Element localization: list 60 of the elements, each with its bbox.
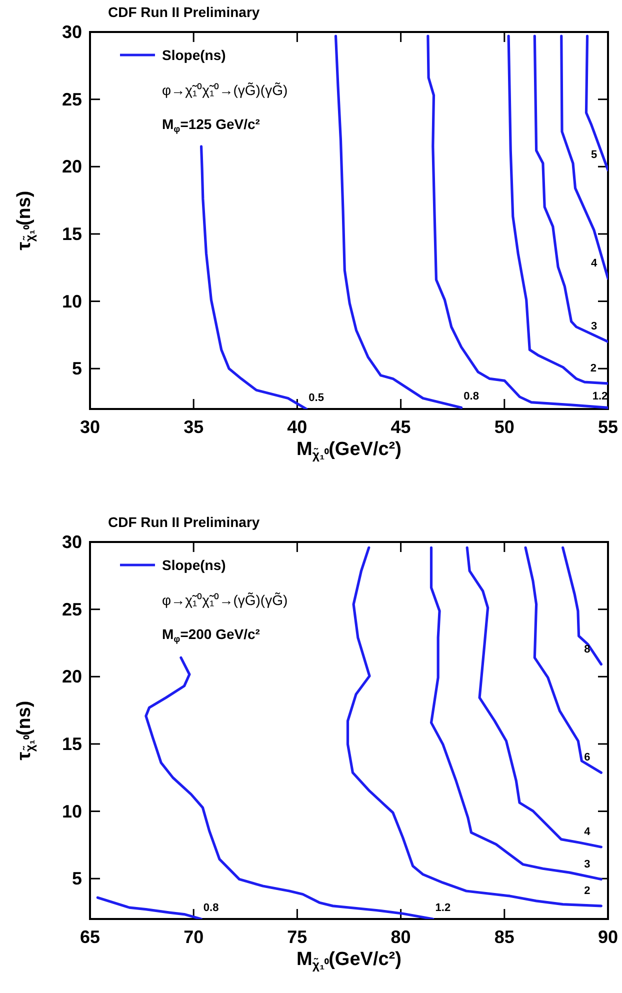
series-label: 6 (584, 752, 590, 764)
x-tick-label: 70 (184, 927, 204, 947)
x-tick-label: 50 (494, 417, 514, 437)
x-axis-title: M$_{χ̃₁⁰}$(GeV/c²) (296, 949, 402, 972)
series-label: 0.5 (308, 392, 324, 404)
x-tick-label: 65 (80, 927, 100, 947)
annotation: M$_{φ}$=200 GeV/c² (162, 626, 260, 644)
annotation: M$_{φ}$=125 GeV/c² (162, 116, 260, 134)
line-series (96, 896, 202, 919)
series-label: 3 (590, 320, 598, 333)
line-series (533, 34, 608, 343)
y-tick-label: 10 (62, 291, 82, 312)
y-tick-label: 5 (72, 358, 82, 379)
x-tick-label: 80 (390, 927, 411, 947)
y-tick-label: 30 (62, 22, 82, 42)
x-tick-label: 75 (287, 927, 308, 947)
series-label: 2 (590, 362, 596, 374)
series-label: 4 (590, 257, 598, 270)
line-series (430, 546, 602, 881)
series-label: 8 (584, 643, 590, 656)
annotation: φ→χ̃₁⁰χ̃₁⁰→(γG̃)(γG̃) (162, 592, 288, 608)
x-tick-label: 55 (598, 417, 618, 437)
y-tick-label: 20 (62, 666, 82, 687)
line-series (562, 546, 602, 666)
y-tick-label: 5 (72, 868, 82, 889)
series-label: 0.8 (203, 902, 219, 914)
line-series (200, 145, 308, 409)
y-tick-label: 15 (62, 734, 82, 754)
x-tick-label: 85 (494, 927, 514, 947)
x-tick-label: 40 (287, 417, 308, 437)
line-series (334, 34, 463, 409)
line-series (507, 34, 608, 385)
x-tick-label: 90 (598, 927, 618, 947)
y-tick-label: 25 (62, 599, 82, 620)
series-label: 3 (584, 858, 590, 870)
annotation: φ→χ̃₁⁰χ̃₁⁰→(γG̃)(γG̃) (162, 82, 288, 98)
legend-title: Slope(ns) (162, 47, 226, 63)
series-label: 4 (584, 826, 592, 838)
x-tick-label: 35 (184, 417, 204, 437)
chart-title: CDF Run II Preliminary (108, 4, 260, 20)
line-series (560, 34, 608, 280)
y-tick-label: 25 (62, 89, 82, 110)
line-series (144, 656, 434, 919)
series-label: 0.8 (464, 390, 479, 403)
y-tick-label: 15 (62, 224, 82, 244)
x-axis-title: M$_{χ̃₁⁰}$(GeV/c²) (296, 439, 402, 462)
x-tick-label: 45 (390, 417, 411, 437)
line-series (466, 546, 602, 848)
series-label: 1.2 (592, 390, 608, 403)
legend-title: Slope(ns) (162, 557, 226, 573)
y-tick-label: 10 (62, 801, 82, 822)
chart-title: CDF Run II Preliminary (108, 514, 260, 530)
line-series (524, 546, 602, 774)
line-series (426, 34, 608, 409)
y-tick-label: 30 (62, 532, 82, 552)
line-series (584, 34, 608, 172)
series-label: 5 (590, 149, 598, 162)
series-label: 1.2 (435, 902, 451, 914)
y-tick-label: 20 (62, 156, 82, 177)
series-label: 2 (584, 884, 590, 897)
